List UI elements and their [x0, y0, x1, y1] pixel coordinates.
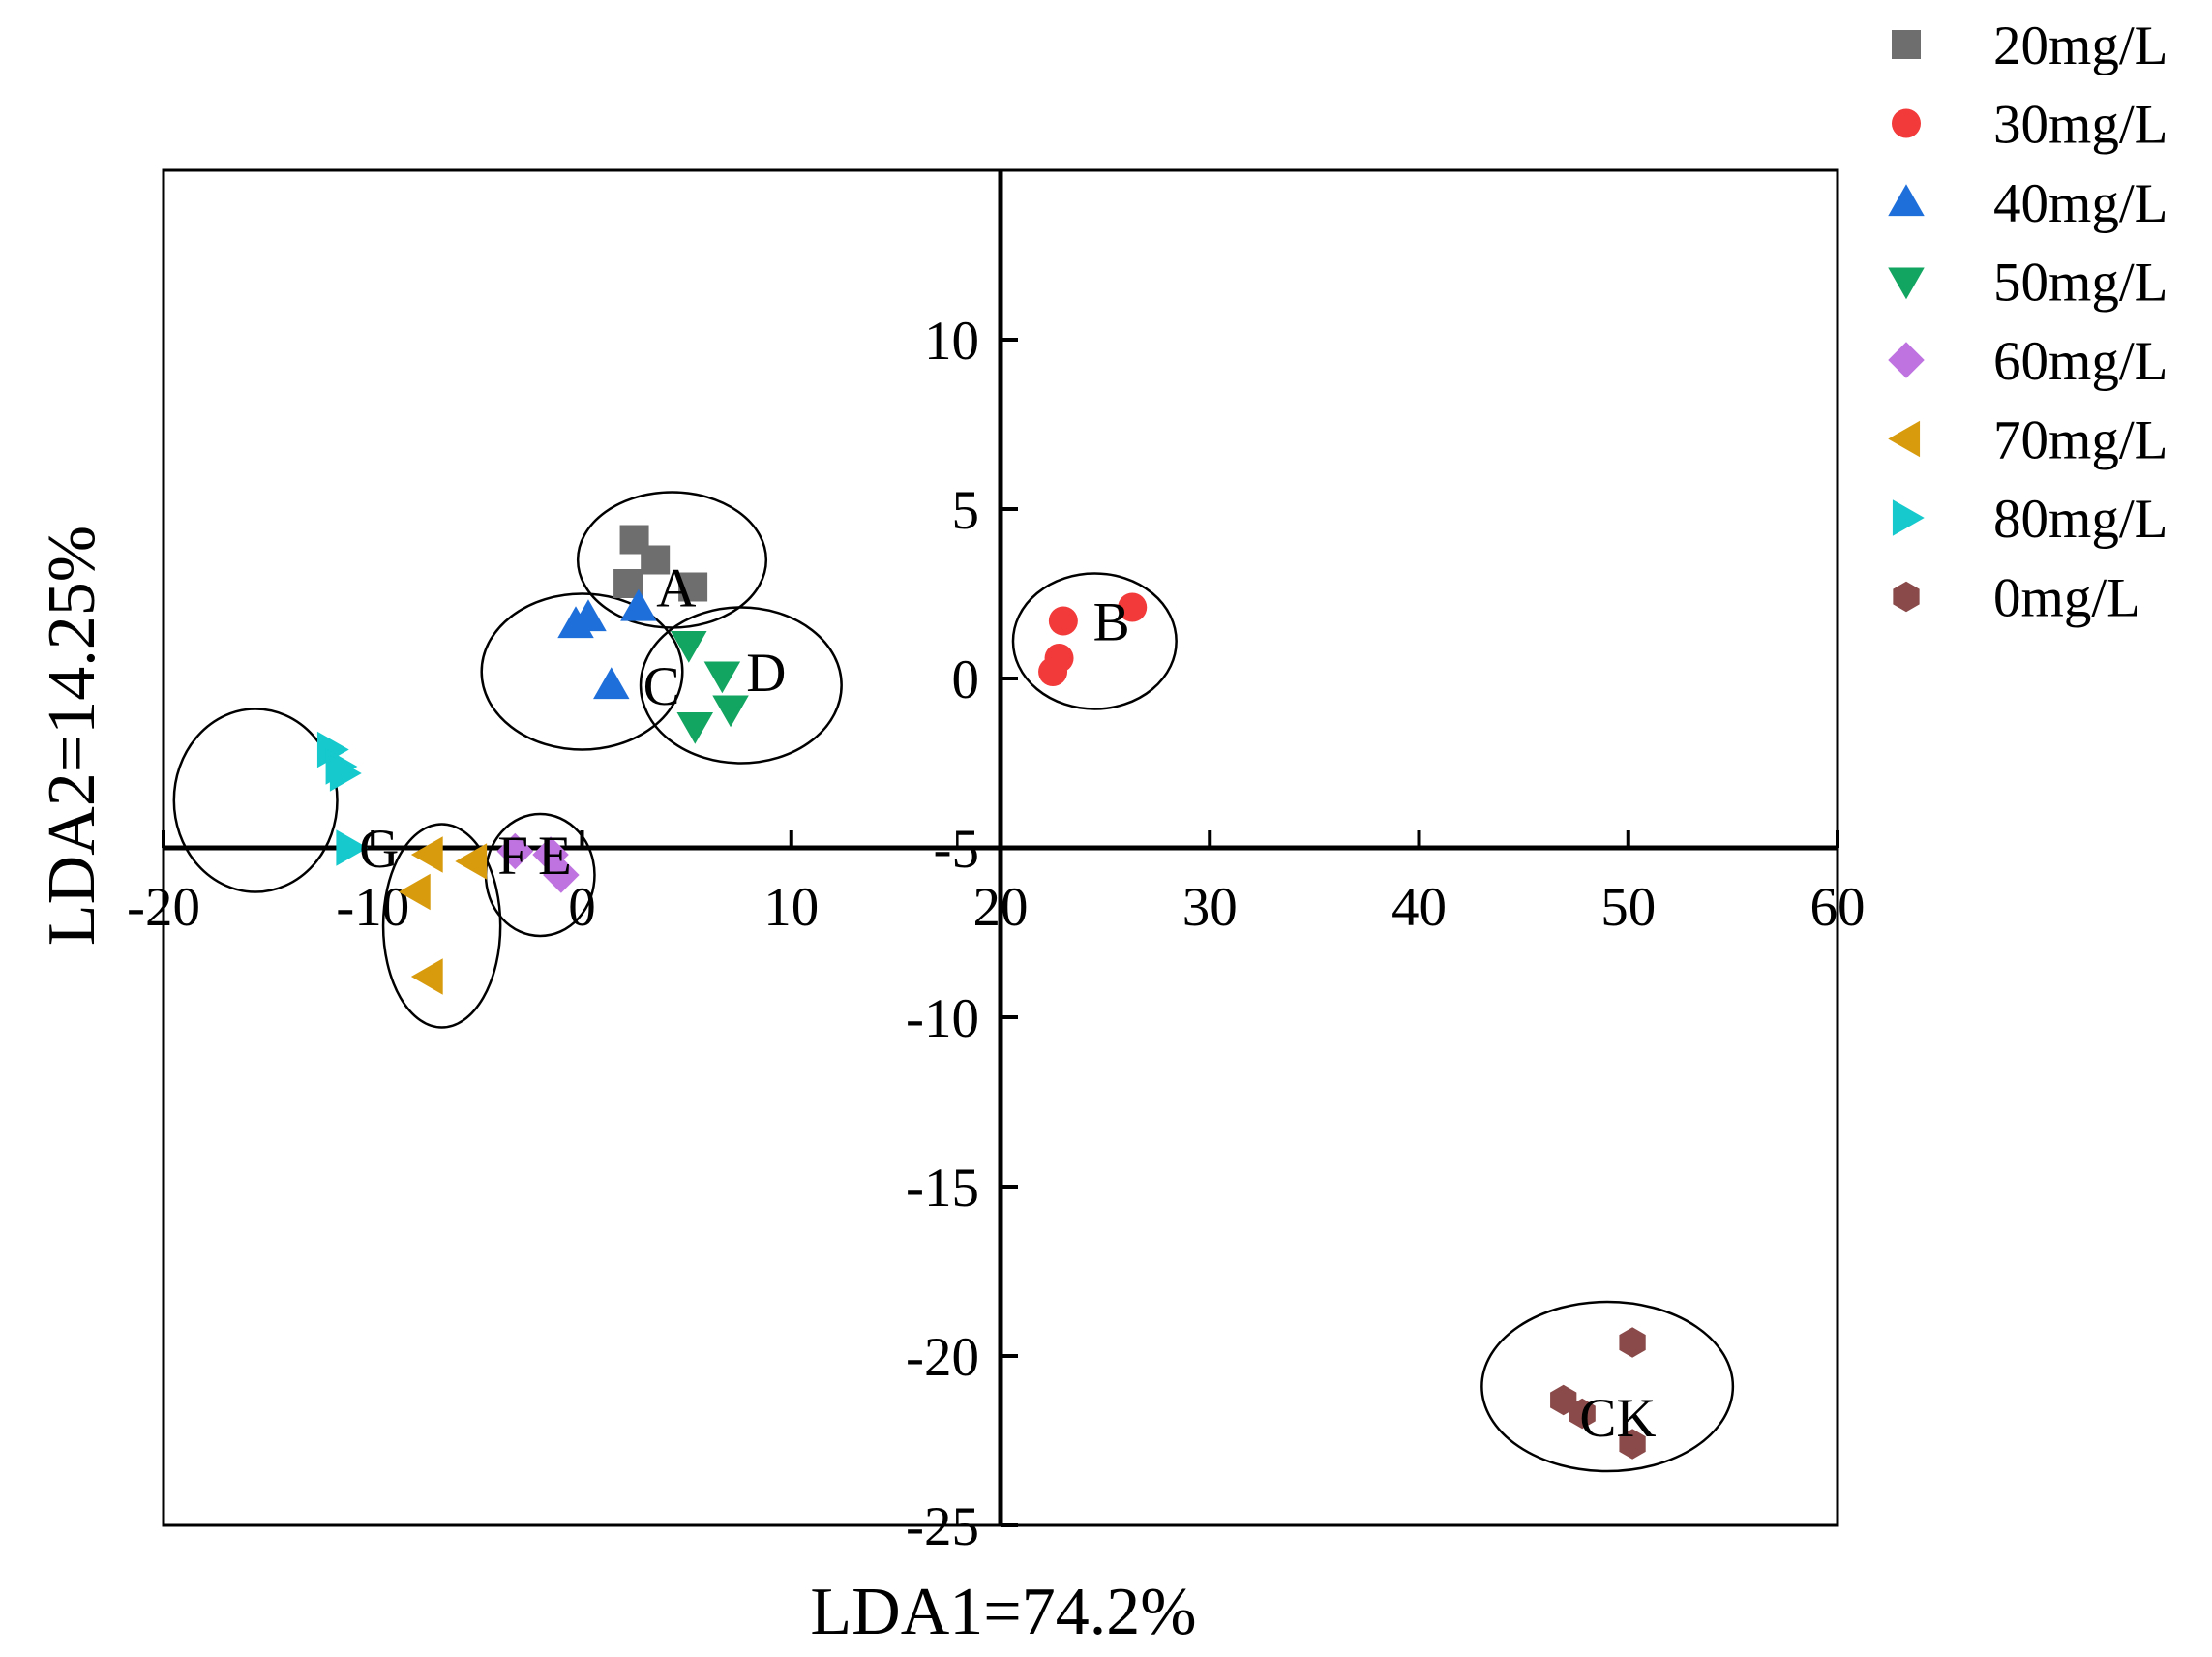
data-point	[336, 829, 369, 866]
legend-label: 60mg/L	[1993, 331, 2168, 392]
data-point	[543, 857, 580, 893]
y-tick-label: 0	[952, 649, 980, 710]
legend-marker	[1888, 420, 1921, 458]
data-point	[678, 572, 708, 602]
data-point	[398, 873, 431, 911]
group-label: CK	[1579, 1388, 1656, 1449]
x-tick-label: 20	[973, 877, 1029, 938]
legend-label: 70mg/L	[1993, 410, 2168, 471]
legend-marker	[1888, 342, 1925, 378]
data-point	[455, 843, 488, 880]
legend-marker	[1888, 267, 1925, 300]
legend-label: 80mg/L	[1993, 489, 2168, 550]
x-tick-label: 40	[1391, 877, 1447, 938]
x-tick-label: -10	[336, 877, 409, 938]
data-point	[1619, 1429, 1646, 1460]
x-tick-label: -20	[127, 877, 200, 938]
legend-label: 20mg/L	[1993, 15, 2168, 76]
group-label: D	[746, 643, 786, 704]
cluster-ellipse	[172, 708, 339, 893]
data-point	[410, 958, 443, 995]
data-point	[329, 755, 362, 792]
y-tick-label: -20	[906, 1327, 979, 1388]
cluster-ellipse	[1011, 572, 1178, 710]
data-point	[1038, 657, 1068, 686]
cluster-ellipse	[480, 592, 684, 751]
data-point	[1048, 606, 1078, 636]
x-axis-title: LDA1=74.2%	[810, 1575, 1196, 1649]
legend-label: 40mg/L	[1993, 173, 2168, 234]
data-point	[410, 836, 443, 873]
data-point	[593, 667, 630, 700]
legend-label: 50mg/L	[1993, 253, 2168, 314]
y-tick-label: -15	[906, 1158, 979, 1219]
x-tick-label: 60	[1810, 877, 1866, 938]
data-point	[712, 695, 749, 728]
cluster-ellipse	[639, 606, 843, 765]
y-tick-label: 10	[924, 311, 979, 372]
data-point	[1569, 1398, 1596, 1430]
cluster-ellipse	[1480, 1300, 1735, 1473]
legend-marker	[1892, 499, 1925, 536]
data-point	[496, 832, 534, 870]
group-label: E	[538, 826, 572, 887]
data-points	[316, 525, 1646, 1460]
legend-marker	[1892, 30, 1921, 59]
x-tick-label: 50	[1600, 877, 1656, 938]
group-label: B	[1093, 592, 1130, 653]
x-tick-label: 30	[1182, 877, 1238, 938]
legend-marker	[1893, 581, 1920, 613]
group-label: G	[359, 819, 399, 880]
group-label: C	[643, 656, 680, 717]
data-point	[641, 545, 671, 575]
data-point	[620, 588, 657, 621]
x-tick-label: 0	[568, 877, 596, 938]
group-ellipses	[172, 491, 1735, 1473]
y-axis-title: LDA2=14.25%	[35, 526, 109, 946]
y-tick-label: -10	[906, 988, 979, 1049]
legend: 20mg/L 30mg/L 40mg/L 50mg/L 60mg/L 70mg/L 80mg…	[1888, 15, 2168, 629]
y-tick-label: -5	[934, 819, 979, 880]
data-point	[703, 661, 741, 694]
data-point	[1118, 592, 1148, 622]
data-point	[570, 599, 607, 632]
y-tick-label: 5	[952, 480, 980, 541]
data-point	[671, 630, 707, 663]
group-label: A	[656, 558, 696, 619]
data-point	[1619, 1327, 1646, 1358]
data-point	[316, 731, 349, 768]
cluster-ellipse	[381, 823, 502, 1029]
axes: -20 -10 0 10 20 30 40 50 60 -25 -20 -15 -10 -5 0 5 10	[127, 170, 1866, 1557]
legend-marker	[1892, 108, 1921, 138]
group-labels: A B C D EF G CK	[359, 558, 1656, 1450]
legend-marker	[1888, 184, 1925, 217]
y-tick-label: -25	[906, 1496, 979, 1557]
group-label: F	[497, 826, 528, 887]
x-tick-label: 10	[763, 877, 819, 938]
data-point	[676, 711, 714, 744]
legend-label: 30mg/L	[1993, 95, 2168, 156]
legend-label: 0mg/L	[1993, 568, 2140, 629]
